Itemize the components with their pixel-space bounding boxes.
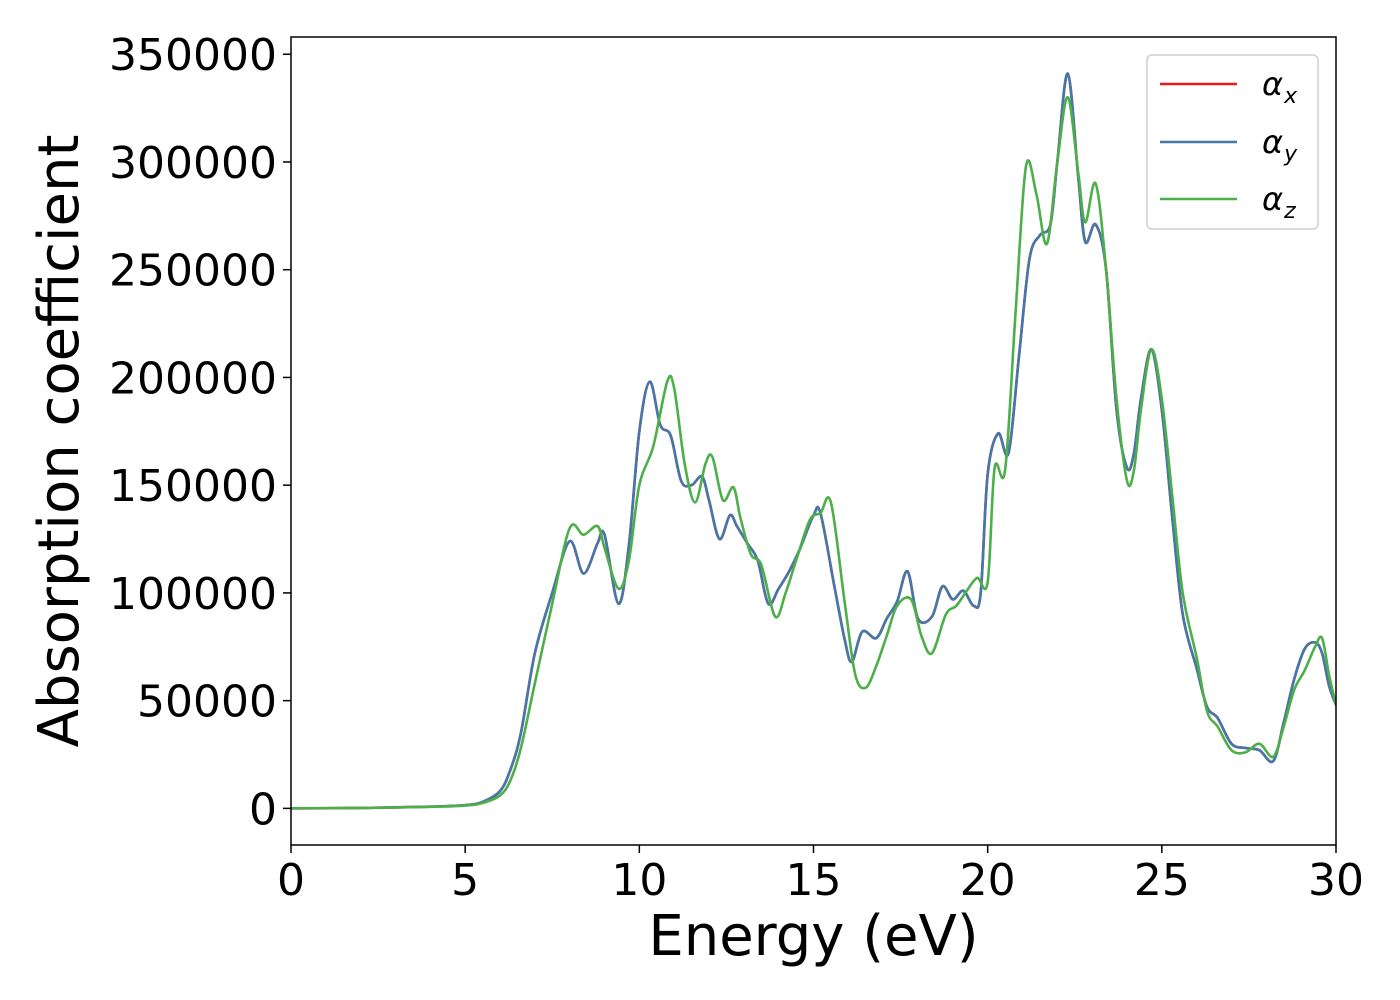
series-line-z — [291, 96, 1336, 810]
legend-entries: αx αy αz — [1160, 65, 1298, 224]
series-line-y — [291, 72, 1336, 810]
x-tick-label: 20 — [960, 855, 1016, 906]
legend-label-y: αy — [1262, 123, 1298, 167]
y-tick-label: 250000 — [109, 246, 277, 297]
x-tick-label: 30 — [1308, 855, 1364, 906]
legend-label-z: αz — [1262, 180, 1296, 224]
y-tick-label: 100000 — [109, 569, 277, 620]
x-tick-label: 15 — [786, 855, 842, 906]
series-layer — [291, 72, 1336, 810]
y-axis-ticks: 0 50000 100000 150000 200000 250000 300000 3500… — [109, 30, 291, 835]
legend-label-x: αx — [1262, 65, 1298, 109]
y-tick-label: 50000 — [137, 677, 277, 728]
y-tick-label: 200000 — [109, 353, 277, 404]
y-tick-label: 300000 — [109, 138, 277, 189]
x-axis-ticks: 0 5 10 15 20 25 30 — [277, 845, 1364, 906]
x-tick-label: 0 — [277, 855, 305, 906]
y-tick-label: 0 — [249, 784, 277, 835]
x-tick-label: 5 — [451, 855, 479, 906]
x-axis-title: Energy (eV) — [648, 904, 978, 969]
y-tick-label: 150000 — [109, 461, 277, 512]
y-axis-title: Absorption coefficient — [27, 135, 92, 748]
y-tick-label: 350000 — [109, 30, 277, 81]
legend: αx αy αz — [1146, 54, 1319, 230]
x-tick-label: 10 — [611, 855, 667, 906]
x-tick-label: 25 — [1134, 855, 1190, 906]
